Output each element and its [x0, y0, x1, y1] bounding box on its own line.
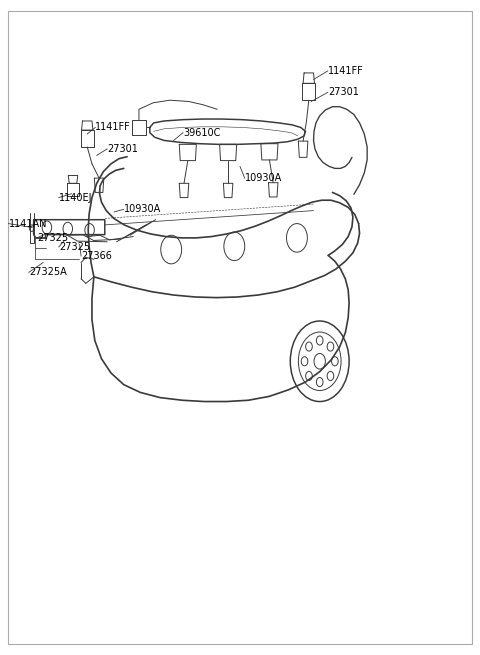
Text: 1141FF: 1141FF: [96, 122, 131, 132]
Text: 1141FF: 1141FF: [328, 66, 363, 76]
Text: 39610C: 39610C: [183, 128, 220, 138]
Text: 10930A: 10930A: [124, 204, 161, 214]
Text: 27325: 27325: [37, 233, 68, 243]
Circle shape: [314, 354, 325, 369]
Text: 27301: 27301: [328, 87, 359, 98]
Text: 27325A: 27325A: [29, 267, 67, 277]
Text: 27301: 27301: [107, 144, 138, 154]
Text: 1140EJ: 1140EJ: [59, 193, 92, 202]
Text: 1141AN: 1141AN: [9, 219, 47, 229]
Text: 27325: 27325: [59, 242, 90, 252]
Text: 10930A: 10930A: [245, 173, 282, 183]
Text: 27366: 27366: [81, 251, 112, 261]
